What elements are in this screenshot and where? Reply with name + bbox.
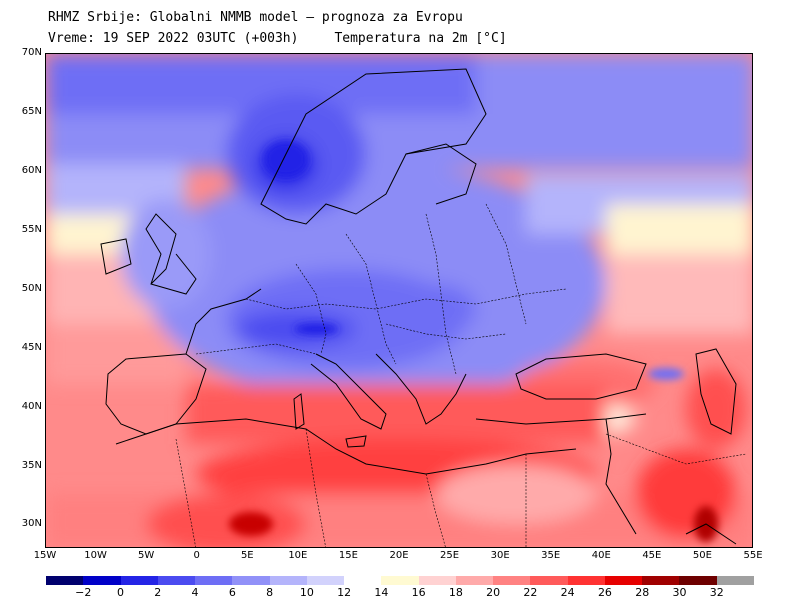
legend-swatch xyxy=(195,576,233,585)
legend-swatch xyxy=(269,576,307,585)
legend-swatch xyxy=(120,576,158,585)
legend-tick-label: 26 xyxy=(597,586,612,599)
longitude-tick-label: 25E xyxy=(440,550,460,561)
legend-swatch xyxy=(46,576,84,585)
field-name: Temperatura na 2m [°C] xyxy=(334,31,507,46)
borders xyxy=(175,203,747,547)
temperature-fill xyxy=(46,54,752,547)
legend-swatch xyxy=(642,576,680,585)
longitude-tick-label: 40E xyxy=(591,550,611,561)
legend-tick-label: 16 xyxy=(411,586,426,599)
longitude-tick-label: 50E xyxy=(692,550,712,561)
legend-swatch xyxy=(83,576,121,585)
longitude-tick-label: 5W xyxy=(138,550,155,561)
longitude-tick-label: 30E xyxy=(490,550,510,561)
longitude-tick-label: 0 xyxy=(193,550,200,561)
longitude-tick-label: 10W xyxy=(84,550,107,561)
legend-swatch xyxy=(679,576,717,585)
latitude-tick-label: 70N xyxy=(21,47,42,58)
legend-tick-label: 14 xyxy=(374,586,389,599)
legend-swatch xyxy=(232,576,270,585)
legend-tick-label: 20 xyxy=(486,586,501,599)
longitude-tick-label: 15W xyxy=(33,550,57,561)
legend-color-bar xyxy=(46,576,754,585)
legend-tick-label: 6 xyxy=(228,586,236,599)
map-title: RHMZ Srbije: Globalni NMMB model — progn… xyxy=(48,10,463,25)
legend-tick-label: −2 xyxy=(75,586,92,599)
legend-swatch xyxy=(306,576,344,585)
longitude-tick-label: 45E xyxy=(642,550,662,561)
latitude-tick-label: 45N xyxy=(21,341,42,353)
forecast-time: Vreme: 19 SEP 2022 03UTC (+003h) xyxy=(48,31,299,46)
longitude-tick-label: 35E xyxy=(541,550,561,561)
coastlines xyxy=(100,68,737,545)
legend-tick-label: 24 xyxy=(560,586,575,599)
legend-swatch xyxy=(567,576,605,585)
legend-tick-label: 12 xyxy=(337,586,352,599)
color-legend: −2 0 2 4 6 8 10 12 14 16 18 20 22 24 26 28 30 32 xyxy=(46,576,754,600)
legend-tick-label: 4 xyxy=(191,586,199,599)
longitude-tick-label: 15E xyxy=(338,550,358,561)
legend-swatch xyxy=(716,576,754,585)
legend-tick-label: 10 xyxy=(299,586,314,599)
temperature-map xyxy=(45,53,753,548)
map-canvas xyxy=(46,54,752,547)
legend-tick-label: 32 xyxy=(709,586,724,599)
legend-swatch xyxy=(157,576,195,585)
longitude-tick-label: 10E xyxy=(288,550,308,561)
legend-tick-label: 22 xyxy=(523,586,538,599)
latitude-tick-label: 55N xyxy=(21,223,42,235)
legend-swatch xyxy=(418,576,456,585)
legend-swatch xyxy=(493,576,531,585)
latitude-tick-label: 65N xyxy=(21,105,42,117)
legend-swatch xyxy=(455,576,493,585)
latitude-tick-label: 40N xyxy=(21,400,42,412)
latitude-tick-label: 30N xyxy=(21,518,42,530)
legend-swatch xyxy=(604,576,642,585)
legend-tick-label: 8 xyxy=(266,586,274,599)
temperature-detail xyxy=(229,141,718,542)
legend-swatch xyxy=(381,576,419,585)
longitude-tick-label: 5E xyxy=(240,550,254,561)
legend-tick-label: 28 xyxy=(635,586,650,599)
latitude-tick-label: 35N xyxy=(21,459,42,471)
longitude-tick-label: 55E xyxy=(743,550,763,561)
map-subtitle: Vreme: 19 SEP 2022 03UTC (+003h) Temperat… xyxy=(48,31,507,46)
latitude-tick-label: 60N xyxy=(21,164,42,176)
legend-tick-label: 18 xyxy=(448,586,463,599)
legend-tick-label: 0 xyxy=(117,586,125,599)
legend-swatch xyxy=(344,576,382,585)
legend-swatch xyxy=(530,576,568,585)
legend-tick-label: 2 xyxy=(154,586,162,599)
longitude-tick-label: 20E xyxy=(389,550,409,561)
legend-tick-label: 30 xyxy=(672,586,687,599)
latitude-tick-label: 50N xyxy=(21,282,42,294)
